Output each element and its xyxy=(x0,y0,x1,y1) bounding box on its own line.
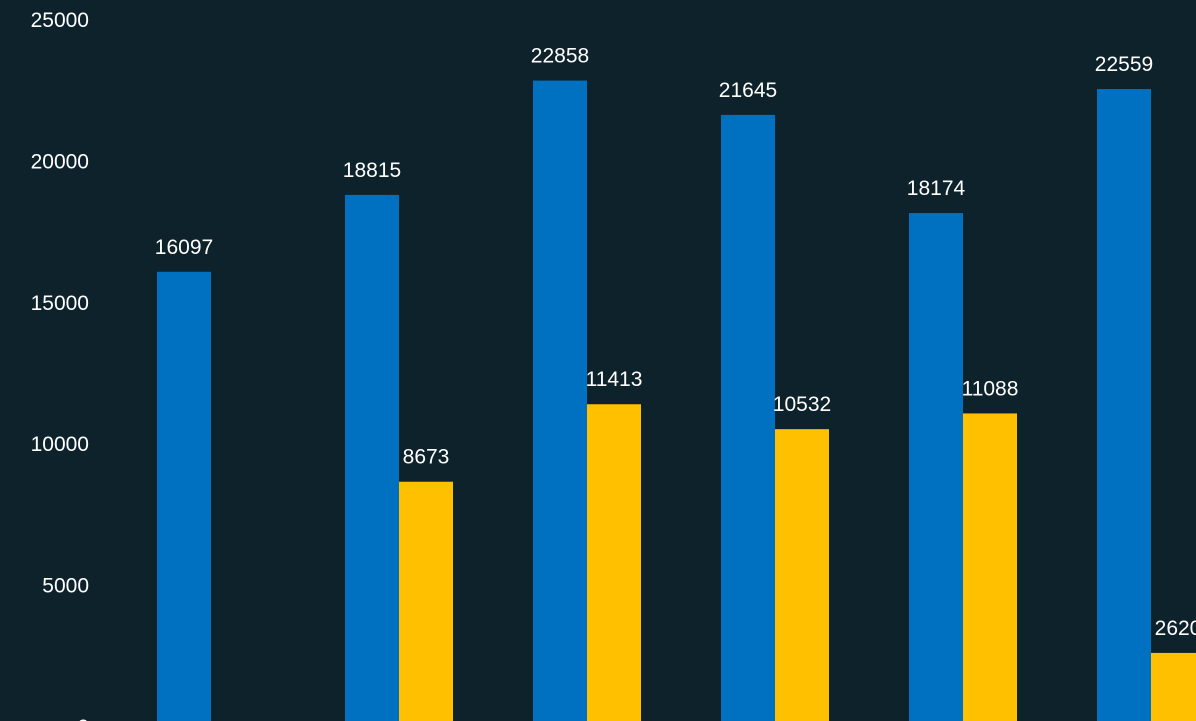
data-label-series-2-group-3: 11413 xyxy=(586,368,643,391)
y-axis: 0 5000 10000 15000 20000 25000 xyxy=(31,9,89,721)
data-label-series-1-group-6: 22559 xyxy=(1095,53,1153,76)
y-tick-label: 15000 xyxy=(31,292,89,315)
bar-series-1-group-4 xyxy=(721,114,775,721)
y-tick-label: 20000 xyxy=(31,150,89,173)
bars xyxy=(157,80,1196,721)
data-label-series-2-group-5: 11088 xyxy=(962,377,1019,400)
data-label-series-1-group-2: 18815 xyxy=(343,159,401,182)
y-tick-label: 5000 xyxy=(42,575,89,598)
bar-series-1-group-1 xyxy=(157,271,211,721)
data-labels: 16097 18815 22858 21645 18174 22559 8673 11413 1… xyxy=(155,45,1196,640)
bar-series-2-group-4 xyxy=(775,429,829,721)
bar-series-2-group-3 xyxy=(587,404,641,721)
data-label-series-2-group-2: 8673 xyxy=(403,446,450,469)
data-label-series-1-group-5: 18174 xyxy=(907,177,966,200)
y-tick-label: 25000 xyxy=(31,9,89,32)
y-tick-label: 0 xyxy=(77,716,89,721)
data-label-series-1-group-3: 22858 xyxy=(531,45,589,68)
data-label-series-2-group-6: 2620 xyxy=(1155,617,1196,640)
y-tick-label: 10000 xyxy=(31,433,89,456)
bar-series-2-group-6 xyxy=(1151,652,1196,721)
data-label-series-2-group-4: 10532 xyxy=(773,393,831,416)
bar-series-1-group-2 xyxy=(345,194,399,721)
bar-series-2-group-2 xyxy=(399,481,453,721)
bar-series-1-group-5 xyxy=(909,213,963,721)
bar-series-2-group-5 xyxy=(963,413,1017,721)
data-label-series-1-group-4: 21645 xyxy=(719,79,777,102)
data-label-series-1-group-1: 16097 xyxy=(155,236,213,259)
bar-series-1-group-3 xyxy=(533,80,587,721)
bar-series-1-group-6 xyxy=(1097,89,1151,721)
